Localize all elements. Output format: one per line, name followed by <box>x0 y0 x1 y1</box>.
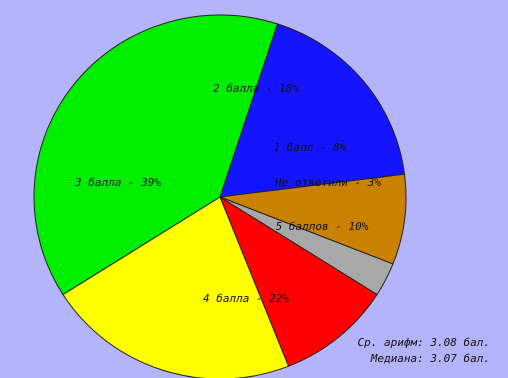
pie-slice-5 <box>33 14 279 296</box>
pie-slice-1 <box>219 173 407 265</box>
pie-slice-3 <box>218 195 378 367</box>
pie-slice-0 <box>219 23 406 198</box>
pie-slice-label-5: 3 балла - 39% <box>74 176 161 189</box>
pie-slice-4 <box>62 196 290 378</box>
pie-slice-label-1: 1 балл - 8% <box>274 141 347 154</box>
pie-slice-label-0: 2 балла - 18% <box>213 82 299 95</box>
median-score-text: Медиана: 3.07 бал. <box>370 352 490 365</box>
pie-slice-label-4: 4 балла - 22% <box>203 292 289 305</box>
pie-slice-label-2: Не ответили - 3% <box>274 176 381 189</box>
mean-score-text: Ср. арифм: 3.08 бал. <box>357 336 490 349</box>
pie-slice-label-3: 5 баллов - 10% <box>276 220 369 233</box>
